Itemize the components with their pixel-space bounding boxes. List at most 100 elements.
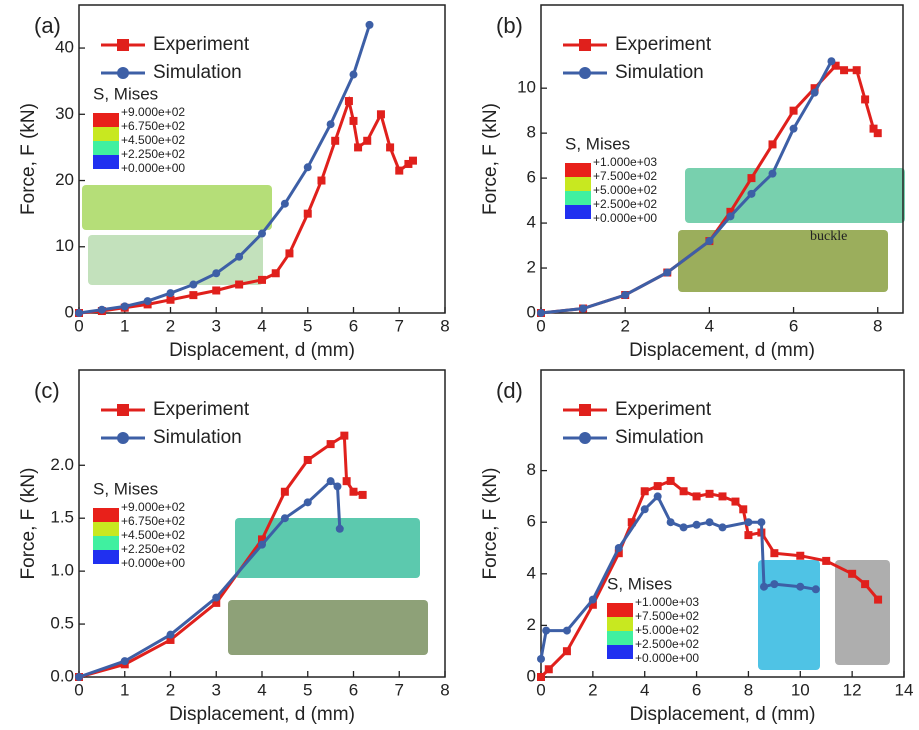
point <box>874 129 882 137</box>
y-tick-label: 2 <box>527 615 536 634</box>
y-tick-label: 4 <box>527 563 536 582</box>
y-tick-label: 10 <box>55 236 74 255</box>
x-tick-label: 6 <box>349 316 358 335</box>
inset-label: +4.500e+02 <box>121 528 185 542</box>
inset-label: +7.500e+02 <box>593 169 657 183</box>
point <box>258 541 266 549</box>
inset-label: +2.500e+02 <box>635 637 699 651</box>
y-tick-label: 0 <box>65 302 74 321</box>
x-tick-label: 6 <box>789 316 798 335</box>
x-tick-label: 2 <box>166 680 175 699</box>
y-tick-label: 6 <box>527 512 536 531</box>
legend-marker <box>579 67 591 79</box>
panel: 024680246810Displacement, d (mm)Force, F… <box>480 5 905 361</box>
point <box>350 117 358 125</box>
point <box>744 531 752 539</box>
point <box>731 498 739 506</box>
legend-label: Experiment <box>153 399 250 420</box>
x-tick-label: 2 <box>620 316 629 335</box>
x-tick-label: 3 <box>212 316 221 335</box>
legend-marker <box>579 432 591 444</box>
point <box>853 66 861 74</box>
panel-label: (a) <box>34 13 61 38</box>
y-tick-label: 2.0 <box>50 455 74 474</box>
point <box>827 57 835 65</box>
x-tick-label: 5 <box>303 316 312 335</box>
inset-title: S, Mises <box>607 574 672 593</box>
x-tick-label: 1 <box>120 680 129 699</box>
point <box>667 477 675 485</box>
inset-swatch <box>93 508 119 522</box>
point <box>331 137 339 145</box>
inset-swatch <box>93 536 119 550</box>
y-tick-label: 1.0 <box>50 561 74 580</box>
point <box>386 143 394 151</box>
panel-label: (d) <box>496 378 523 403</box>
point <box>235 253 243 261</box>
point <box>663 269 671 277</box>
point <box>98 306 106 314</box>
y-axis-label: Force, F (kN) <box>480 468 501 580</box>
point <box>304 163 312 171</box>
y-tick-label: 0.5 <box>50 614 74 633</box>
legend-marker <box>579 404 591 416</box>
point <box>563 647 571 655</box>
point <box>121 302 129 310</box>
legend-label: Experiment <box>153 34 250 55</box>
x-tick-label: 4 <box>705 316 714 335</box>
inset-label: +6.750e+02 <box>121 514 185 528</box>
inset-label: +7.500e+02 <box>635 609 699 623</box>
x-tick-label: 8 <box>873 316 882 335</box>
point <box>770 580 778 588</box>
inset-label: +0.000e+00 <box>121 161 185 175</box>
y-tick-label: 0 <box>527 666 536 685</box>
point <box>75 673 83 681</box>
point <box>350 488 358 496</box>
inset-label: +0.000e+00 <box>635 651 699 665</box>
point <box>281 488 289 496</box>
point <box>235 281 243 289</box>
point <box>212 269 220 277</box>
inset-label: +4.500e+02 <box>121 133 185 147</box>
x-axis-label: Displacement, d (mm) <box>169 340 355 361</box>
x-tick-label: 4 <box>257 316 266 335</box>
x-tick-label: 0 <box>74 680 83 699</box>
legend-marker <box>117 404 129 416</box>
point <box>563 627 571 635</box>
point <box>706 490 714 498</box>
point <box>304 498 312 506</box>
inset-label: +2.250e+02 <box>121 147 185 161</box>
x-tick-label: 0 <box>536 680 545 699</box>
legend-marker <box>117 67 129 79</box>
point <box>285 249 293 257</box>
y-tick-label: 40 <box>55 38 74 57</box>
point <box>693 521 701 529</box>
x-axis-label: Displacement, d (mm) <box>629 340 815 361</box>
y-tick-label: 30 <box>55 104 74 123</box>
point <box>281 200 289 208</box>
point <box>304 210 312 218</box>
inset-label: +2.250e+02 <box>121 542 185 556</box>
point <box>377 110 385 118</box>
x-tick-label: 7 <box>395 680 404 699</box>
inset-swatch <box>607 617 633 631</box>
legend-label: Experiment <box>615 34 712 55</box>
point <box>589 596 597 604</box>
point <box>317 177 325 185</box>
panel-label: (b) <box>496 13 523 38</box>
y-axis-label: Force, F (kN) <box>480 103 501 215</box>
point <box>304 456 312 464</box>
y-tick-label: 2 <box>527 258 536 277</box>
point <box>212 286 220 294</box>
legend-marker <box>117 432 129 444</box>
annotation: buckle <box>810 229 847 244</box>
x-tick-label: 6 <box>349 680 358 699</box>
point <box>760 583 768 591</box>
y-tick-label: 8 <box>527 460 536 479</box>
point <box>272 269 280 277</box>
point <box>848 570 856 578</box>
point <box>579 305 587 313</box>
inset-title: S, Mises <box>93 84 158 103</box>
inset-swatch <box>93 550 119 564</box>
